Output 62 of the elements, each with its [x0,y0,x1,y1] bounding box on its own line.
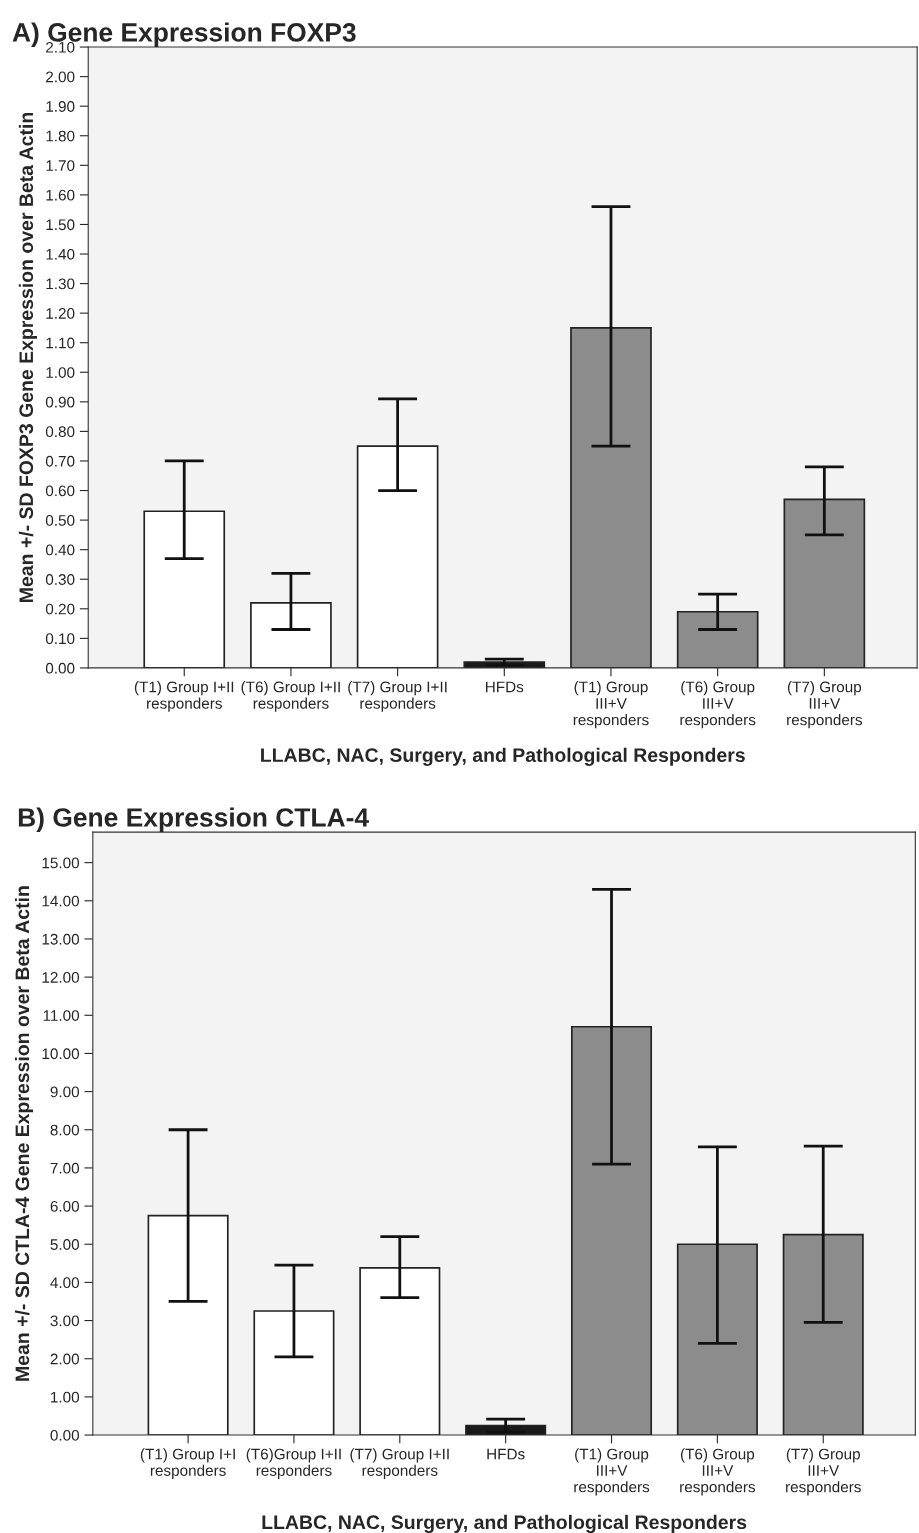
bar [570,327,652,668]
y-axis-title: Mean +/- SD FOXP3 Gene Expression over Beta Actin [18,112,37,602]
y-tick-label: 12.00 [42,971,80,983]
x-tick-label: (T6)Group I+II responders [246,1448,341,1479]
x-tick-label: (T1) Group III+V responders [573,681,649,729]
y-tick-label: 1.60 [46,189,75,201]
y-tick-label: 0.00 [45,662,75,674]
x-tick-label: (T1) Group I+I responders [140,1448,235,1479]
x-tick-label: (T7) Group III+V responders [787,681,863,729]
x-tick-label: HFDs [487,1448,525,1460]
y-tick-label: 0.40 [45,544,75,556]
x-axis-title: LLABC, NAC, Surgery, and Pathological Responders [262,1514,747,1533]
y-tick-label: 1.10 [46,337,75,349]
y-tick-label: 0.50 [45,514,75,526]
y-tick-label: 7.00 [50,1162,80,1174]
y-tick-label: 0.10 [45,633,75,645]
y-tick-label: 1.00 [46,367,75,378]
x-tick-label: (T6) Group III+V responders [680,681,756,729]
y-tick-label: 1.50 [46,219,75,231]
x-axis-title: LLABC, NAC, Surgery, and Pathological Responders [261,747,745,766]
x-tick-label: (T7) Group III+V responders [786,1448,861,1496]
chart-title: B) Gene Expression CTLA-4 [18,807,369,833]
x-tick-label: (T7) Group I+II responders [350,1448,449,1479]
y-tick-label: 1.20 [46,308,75,319]
y-tick-label: 0.30 [45,574,75,585]
x-tick-label: (T1) Group I+II responders [134,681,234,712]
y-tick-label: 0.20 [45,603,75,615]
x-tick-label: HFDs [486,681,524,693]
y-tick-label: 10.00 [42,1048,80,1060]
y-tick-label: 8.00 [50,1124,80,1136]
y-tick-label: 0.70 [45,455,75,467]
y-tick-label: 1.30 [46,278,75,290]
y-tick-label: 0.00 [50,1429,80,1441]
y-tick-label: 0.90 [45,396,75,408]
y-tick-label: 1.90 [46,101,75,112]
bar [676,1243,758,1436]
y-axis-title: Mean +/- SD CTLA-4 Gene Expression over Beta Actin [14,886,34,1381]
y-tick-label: 1.00 [51,1391,80,1403]
y-tick-label: 1.70 [46,160,75,172]
y-tick-label: 2.00 [46,71,75,83]
x-tick-label: (T6) Group I+II responders [241,681,340,712]
y-tick-label: 14.00 [42,895,80,907]
y-tick-label: 11.00 [43,1010,80,1021]
y-tick-label: 1.40 [46,248,75,260]
x-tick-label: (T6) Group III+V responders [680,1448,756,1496]
bar [783,498,866,668]
y-tick-label: 9.00 [50,1086,80,1098]
bar [676,610,759,668]
y-tick-label: 3.00 [50,1315,80,1327]
y-tick-label: 4.00 [50,1277,80,1289]
y-tick-label: 5.00 [50,1239,80,1250]
x-tick-label: (T1) Group III+V responders [574,1448,650,1496]
y-tick-label: 6.00 [50,1200,80,1212]
y-tick-label: 2.00 [50,1353,80,1365]
y-tick-label: 1.80 [46,130,75,142]
y-tick-label: 0.80 [45,426,75,438]
bar [570,1025,653,1436]
y-tick-label: 15.00 [42,857,80,869]
y-tick-label: 13.00 [42,933,80,945]
bar [782,1233,864,1436]
y-tick-label: 0.60 [45,485,75,497]
x-tick-label: (T7) Group I+II responders [348,681,447,712]
